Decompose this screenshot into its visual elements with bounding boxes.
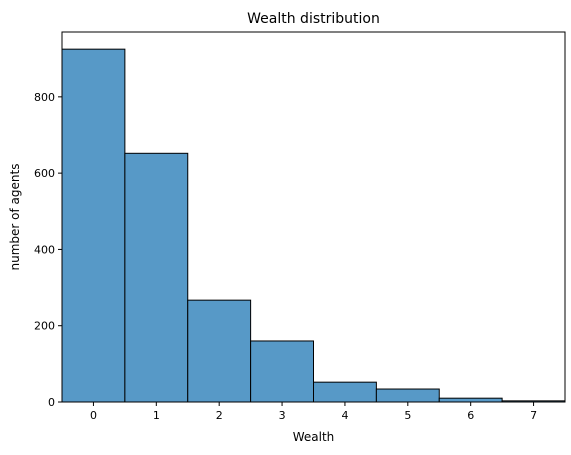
y-tick-label: 0 (48, 396, 55, 409)
bar-wealth-5 (375, 388, 440, 403)
plot-frame (61, 31, 566, 403)
bars-group (61, 48, 566, 403)
bar-wealth-3 (250, 340, 314, 403)
x-tick-label: 7 (530, 409, 537, 422)
x-tick-label: 4 (341, 409, 348, 422)
bar-wealth-6 (438, 397, 503, 403)
y-axis-label: number of agents (8, 164, 22, 271)
y-tick-label: 800 (34, 91, 55, 104)
x-tick-label: 1 (153, 409, 160, 422)
y-tick-label: 600 (34, 167, 55, 180)
x-axis: 0 1 2 3 4 5 6 7 (90, 402, 537, 422)
x-tick-label: 5 (404, 409, 411, 422)
x-tick-label: 2 (216, 409, 223, 422)
x-tick-label: 0 (90, 409, 97, 422)
chart-title: Wealth distribution (247, 11, 380, 27)
y-tick-label: 400 (34, 243, 55, 256)
x-tick-label: 3 (279, 409, 286, 422)
bar-wealth-2 (187, 299, 252, 403)
y-tick-label: 200 (34, 320, 55, 333)
y-axis: 0 200 400 600 800 (34, 91, 62, 409)
bar-wealth-4 (313, 381, 377, 403)
x-tick-label: 6 (467, 409, 474, 422)
bar-wealth-1 (124, 152, 189, 403)
x-axis-label: Wealth (293, 430, 335, 444)
bar-wealth-0 (61, 48, 126, 403)
